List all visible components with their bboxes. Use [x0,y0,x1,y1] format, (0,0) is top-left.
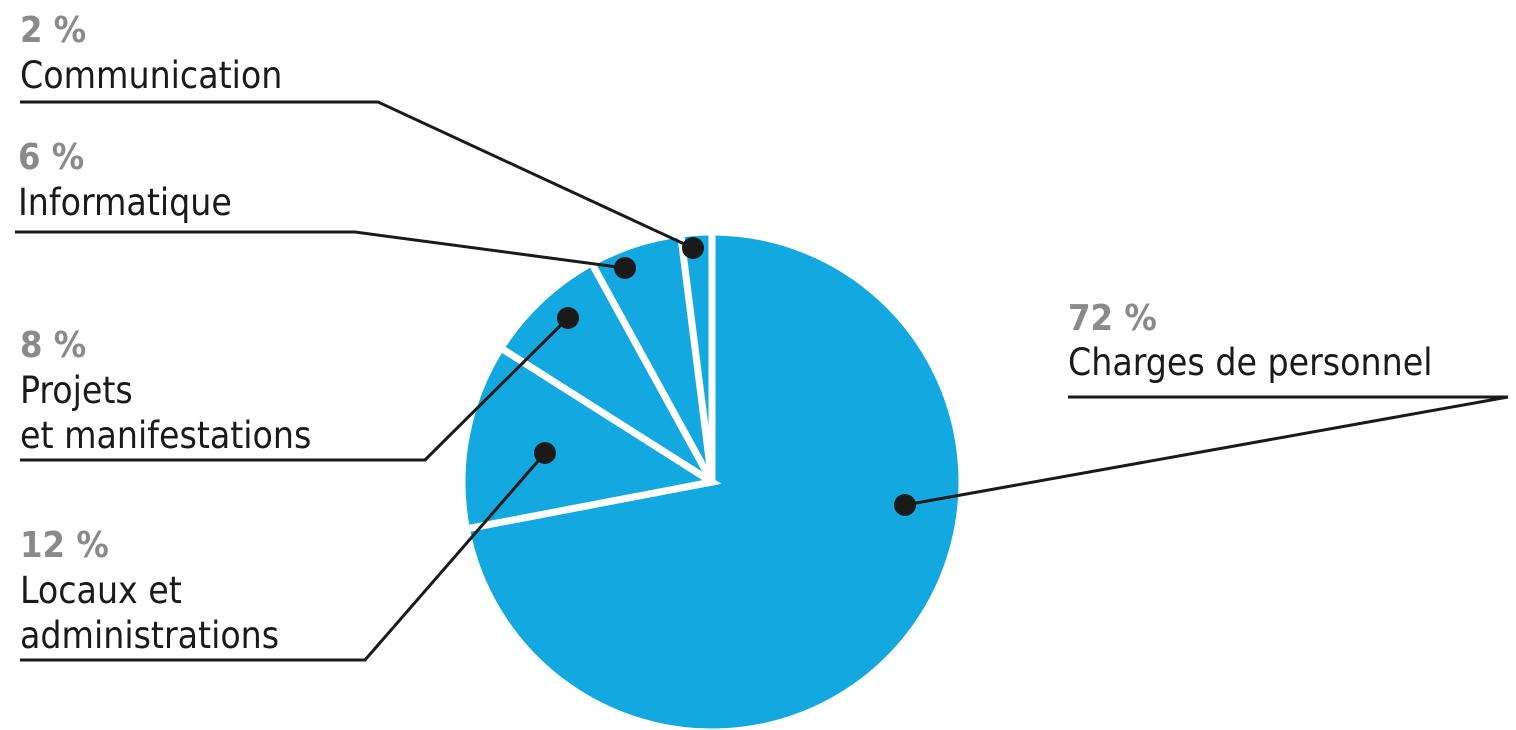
leader-dot [534,442,556,464]
category-label: et manifestations [20,414,311,457]
category-label: administrations [20,614,279,657]
pie-slice [458,343,722,533]
leader-line [904,395,1509,507]
value-label: 72 % [1068,298,1157,339]
category-label: Charges de personnel [1068,341,1432,384]
category-label: Communication [20,54,282,97]
leader-dot [614,257,636,279]
leader-dot [894,494,916,516]
leader-dot [557,307,579,329]
leader-line [20,100,694,250]
pie-slice [496,258,716,485]
category-label: Informatique [18,181,232,224]
category-label: Projets [20,369,133,412]
leader-line [20,316,570,462]
value-label: 6 % [18,137,84,178]
pie-slice [676,228,716,483]
leader-line [15,230,626,270]
value-label: 12 % [20,525,109,566]
leader-line [20,452,547,662]
leader-dot [682,237,704,259]
value-label: 2 % [20,10,86,51]
value-label: 8 % [20,325,86,366]
category-label: Locaux et [20,569,182,612]
